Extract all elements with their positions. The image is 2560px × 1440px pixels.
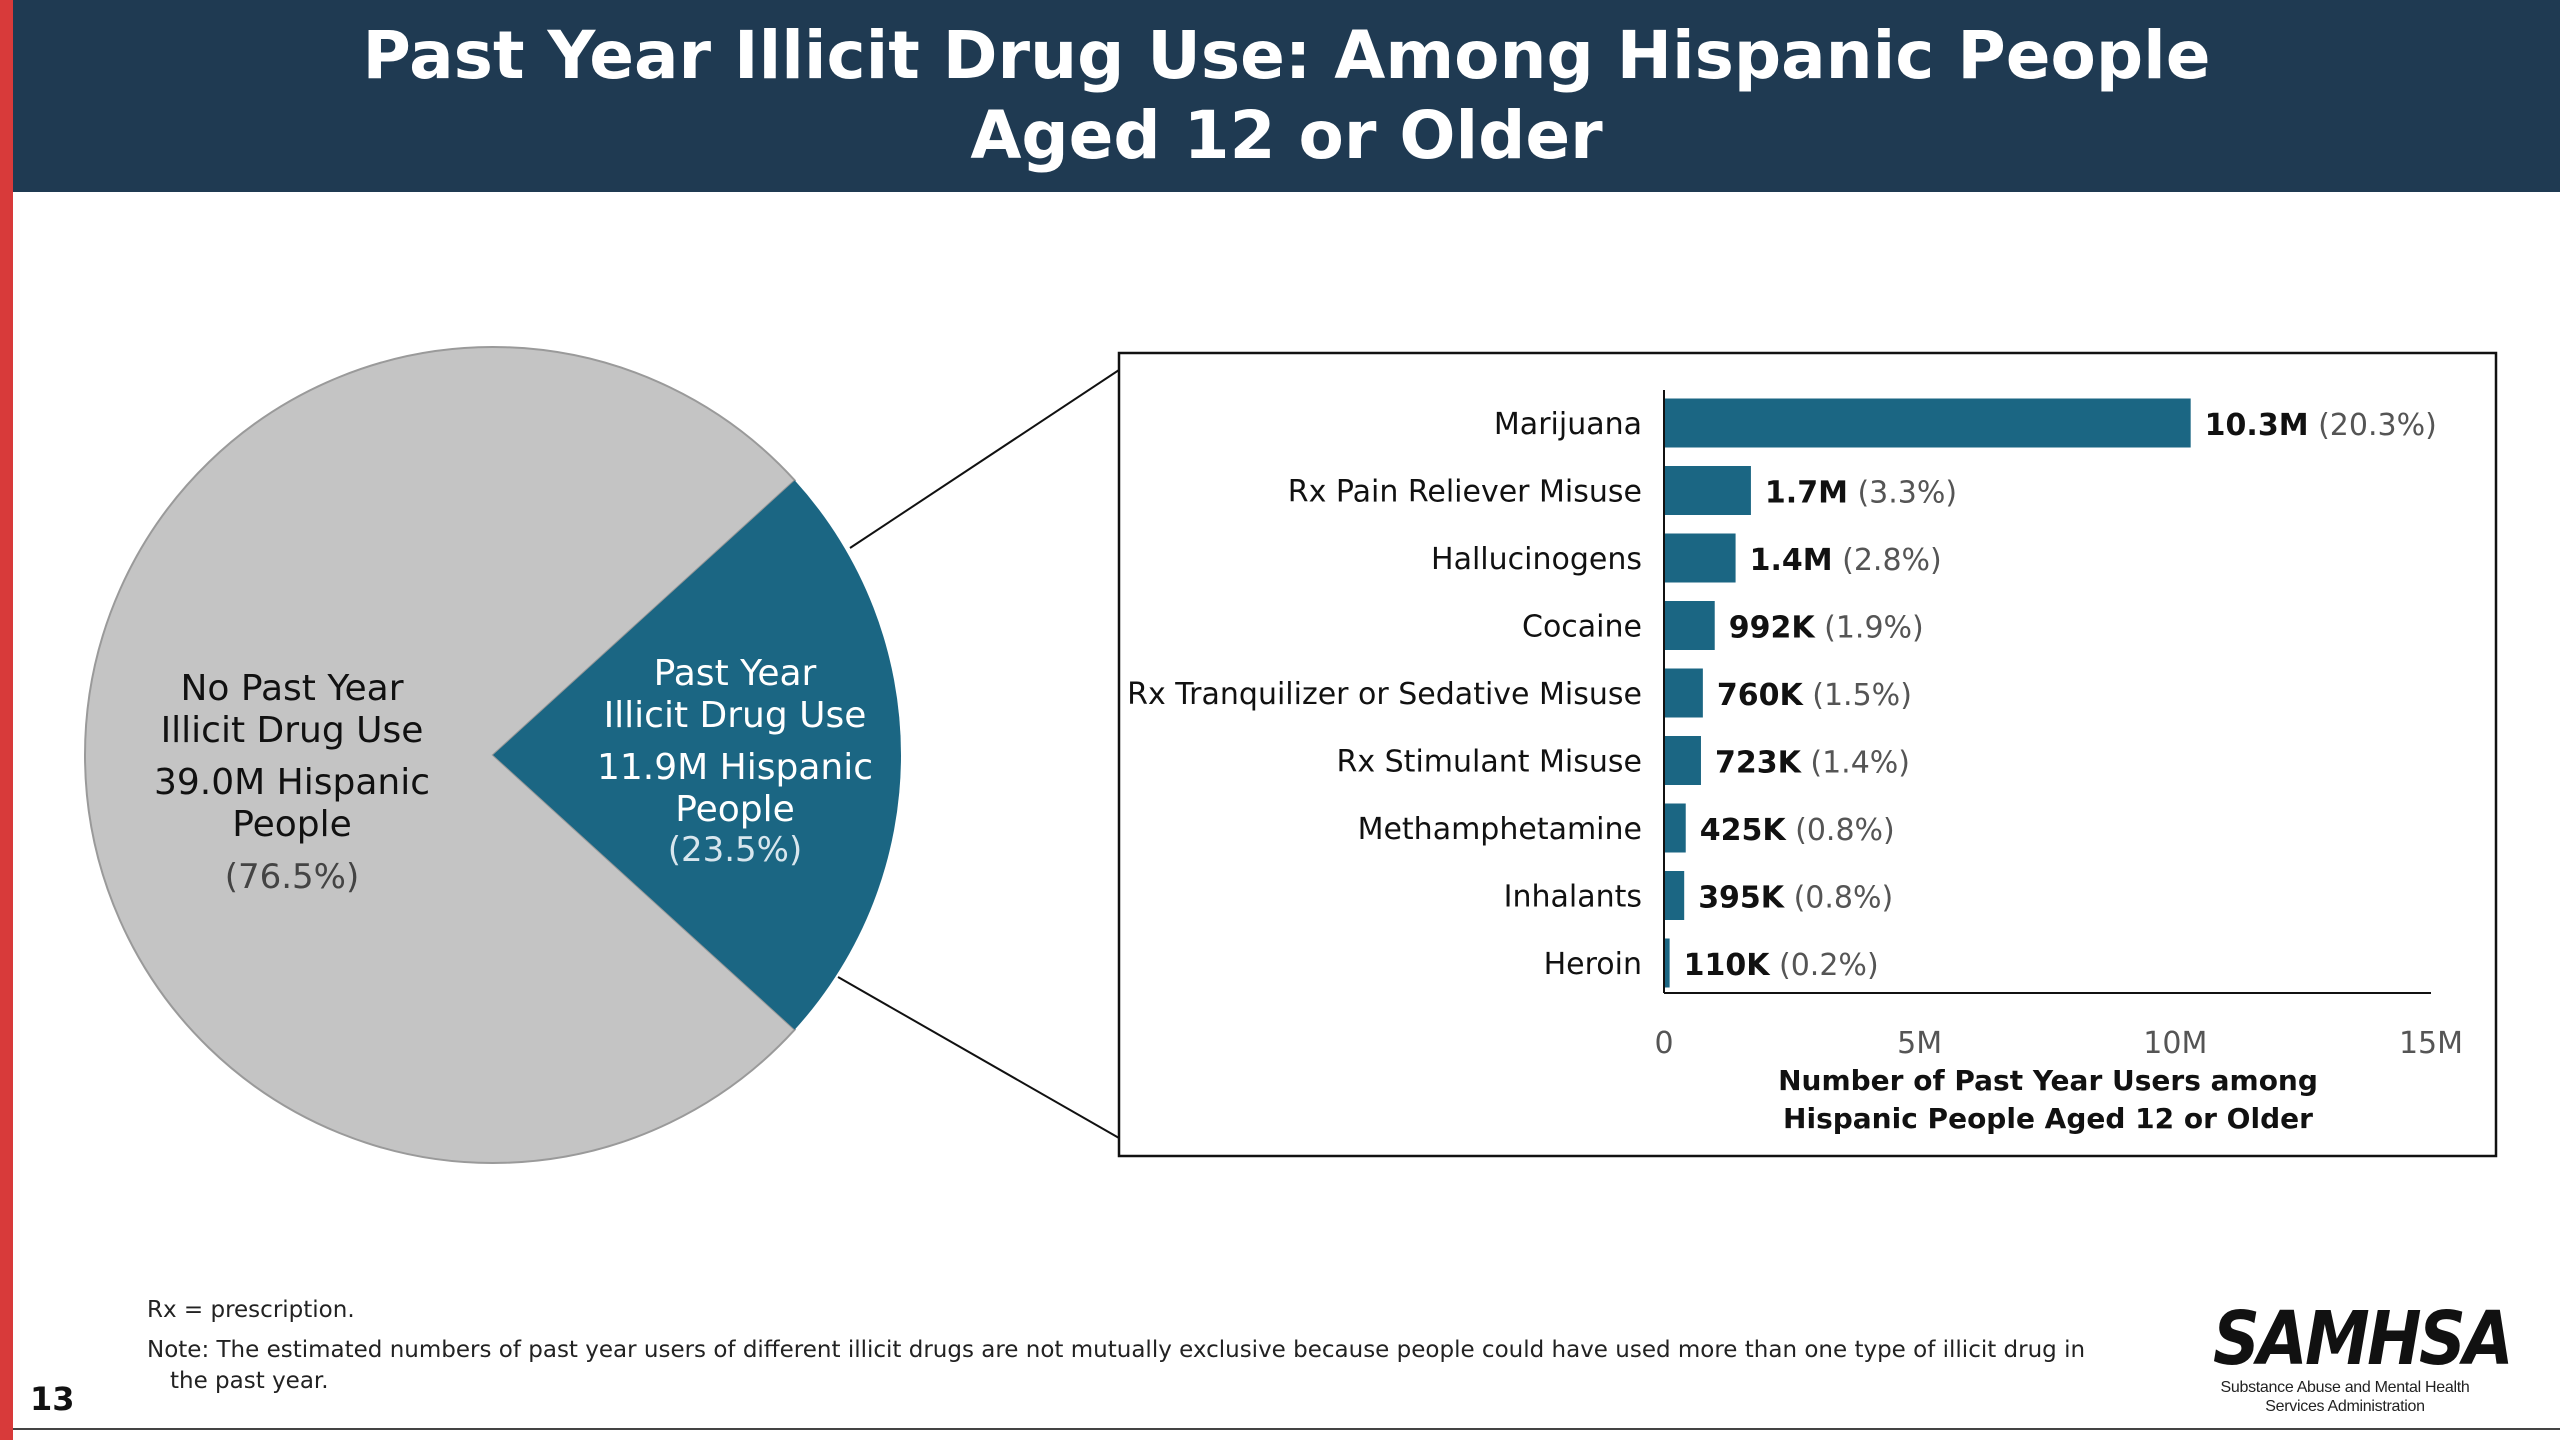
bar-value-label: 1.7M (3.3%) <box>1765 476 1957 511</box>
bar-value-label: 760K (1.5%) <box>1717 678 1912 713</box>
bar-value-label: 723K (1.4%) <box>1715 746 1910 781</box>
samhsa-logo-mark: SAMHSA <box>2213 1296 2514 1382</box>
bar <box>1664 466 1751 515</box>
page-title-line-2: Aged 12 or Older <box>970 97 1603 174</box>
slide-number: 13 <box>30 1380 75 1418</box>
bar <box>1664 871 1685 920</box>
pie-label-use-line-2: Illicit Drug Use <box>604 695 867 736</box>
footnote-note-line-2: the past year. <box>170 1368 329 1394</box>
bar-category-label: Rx Tranquilizer or Sedative Misuse <box>1127 677 1642 712</box>
page-title-line-1: Past Year Illicit Drug Use: Among Hispan… <box>362 17 2211 94</box>
pie-value-use-line-2: People <box>675 789 795 830</box>
bottom-rule <box>13 1428 2560 1430</box>
bar <box>1664 533 1736 583</box>
pie-chart <box>84 346 901 1164</box>
bar-value-label: 425K (0.8%) <box>1700 813 1895 848</box>
x-axis-title-line-2: Hispanic People Aged 12 or Older <box>1783 1102 2313 1135</box>
bar <box>1664 938 1670 988</box>
pie-label-past-year-use: Past Year Illicit Drug Use 11.9M Hispani… <box>597 653 873 870</box>
pie-percent-no-use: (76.5%) <box>225 857 360 897</box>
pie-value-no-use-line-2: People <box>232 804 352 845</box>
pie-label-no-use: No Past Year Illicit Drug Use 39.0M Hisp… <box>154 668 430 897</box>
pie-label-no-use-line-2: Illicit Drug Use <box>161 710 424 751</box>
samhsa-logo-subtitle-line-1: Substance Abuse and Mental Health <box>2220 1379 2470 1396</box>
pie-slice-past-year-use <box>493 480 901 1030</box>
footnote-note-line-1: Note: The estimated numbers of past year… <box>147 1337 2086 1363</box>
samhsa-logo: SAMHSA Substance Abuse and Mental Health… <box>2195 1296 2514 1416</box>
pie-slice-no-use <box>84 346 797 1164</box>
bar-value-label: 10.3M (20.3%) <box>2205 408 2437 443</box>
title-bar: Past Year Illicit Drug Use: Among Hispan… <box>13 0 2560 192</box>
bar-category-label: Methamphetamine <box>1358 812 1642 847</box>
x-tick-label: 15M <box>2399 1026 2463 1061</box>
bar-value-label: 395K (0.8%) <box>1698 881 1893 916</box>
bar <box>1664 803 1686 853</box>
bar <box>1664 668 1703 718</box>
connector-line-bottom <box>837 976 1120 1139</box>
bar-chart: Marijuana 10.3M (20.3%) Rx Pain Reliever M… <box>1127 390 2463 1135</box>
bar-value-label: 110K (0.2%) <box>1684 948 1879 983</box>
bar <box>1664 736 1701 785</box>
bar <box>1664 601 1715 650</box>
bar-category-label: Rx Pain Reliever Misuse <box>1288 475 1642 510</box>
connector-line-top <box>849 369 1120 549</box>
bar-category-label: Cocaine <box>1522 610 1642 645</box>
pie-percent-use: (23.5%) <box>668 830 803 870</box>
x-axis-title-line-1: Number of Past Year Users among <box>1778 1064 2318 1097</box>
pie-label-use-line-1: Past Year <box>654 653 817 694</box>
samhsa-logo-subtitle-line-2: Services Administration <box>2265 1398 2425 1415</box>
bar-category-label: Marijuana <box>1494 407 1642 442</box>
bar-chart-frame <box>1117 351 2498 1158</box>
bar <box>1664 398 2191 448</box>
bar-category-label: Hallucinogens <box>1431 542 1642 577</box>
left-accent-stripe <box>0 0 13 1440</box>
bar-category-label: Heroin <box>1544 947 1642 982</box>
bar-value-label: 1.4M (2.8%) <box>1750 543 1942 578</box>
pie-value-use-line-1: 11.9M Hispanic <box>597 747 873 788</box>
bar-category-label: Rx Stimulant Misuse <box>1337 745 1643 780</box>
x-tick-label: 5M <box>1897 1026 1942 1061</box>
pie-label-no-use-line-1: No Past Year <box>180 668 403 709</box>
pie-value-no-use-line-1: 39.0M Hispanic <box>154 762 430 803</box>
bar-category-label: Inhalants <box>1504 880 1642 915</box>
x-tick-label: 0 <box>1654 1026 1673 1061</box>
footnote-rx: Rx = prescription. <box>147 1297 355 1323</box>
bar-value-label: 992K (1.9%) <box>1729 611 1924 646</box>
x-tick-label: 10M <box>2143 1026 2207 1061</box>
